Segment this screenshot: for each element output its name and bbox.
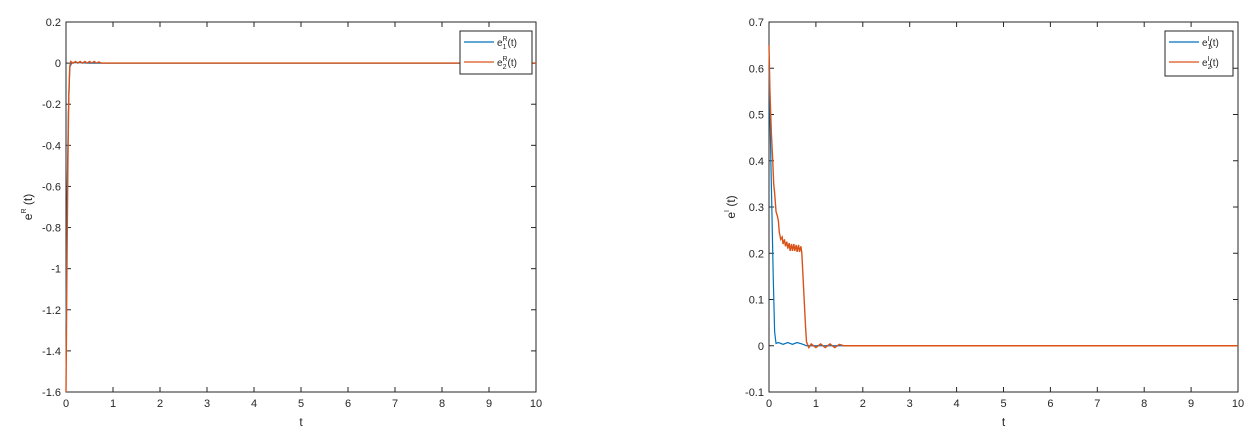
- x-tick-label: 3: [204, 398, 210, 410]
- legend-label-rest: (t): [1209, 58, 1218, 69]
- x-axis-label: t: [299, 415, 303, 429]
- y-axis-label-sup: I: [724, 210, 731, 212]
- legend-label-2: e2I(t): [1202, 56, 1219, 71]
- legend-box: [459, 30, 533, 75]
- x-tick-label: 2: [157, 398, 163, 410]
- x-tick-label: 8: [1141, 398, 1147, 410]
- legend-label-1: e1R(t): [497, 36, 517, 51]
- chart-right: 0 1 2 3 4 5 6 7 8 9 10-0.100.10.20.30.40.50.60.7te…: [724, 17, 1244, 429]
- x-tick-label: 1: [813, 398, 819, 410]
- legend-label-base: e: [497, 58, 503, 69]
- x-tick-label: 2: [860, 398, 866, 410]
- legend-label-sup: I: [1207, 56, 1209, 63]
- series-line-1: [768, 68, 1238, 347]
- y-tick-label: -1.4: [42, 346, 61, 358]
- y-tick-label: 0.2: [46, 17, 61, 29]
- legend-label-sup: I: [1207, 36, 1209, 43]
- y-tick-label: 0.7: [749, 17, 764, 29]
- legend-label-rest: (t): [1209, 38, 1218, 49]
- legend-label-1: e1I(t): [1202, 36, 1219, 51]
- legend-label-sub: 2: [1208, 64, 1212, 71]
- x-tick-label: 1: [110, 398, 116, 410]
- y-axis-label-base: e: [724, 212, 738, 219]
- series-line-2: [65, 60, 536, 393]
- y-axis-label-rest: (t): [724, 195, 738, 210]
- x-tick-label: 6: [1047, 398, 1053, 410]
- x-tick-label: 7: [392, 398, 398, 410]
- y-tick-label: -1.6: [42, 387, 61, 399]
- legend-label-base: e: [497, 38, 503, 49]
- x-tick-label: 10: [530, 398, 542, 410]
- y-tick-label: 0: [55, 58, 61, 70]
- y-tick-label: 0.2: [749, 248, 764, 260]
- y-tick-label: -1.2: [42, 305, 61, 317]
- legend-label-sup: R: [502, 36, 507, 43]
- y-tick-label: -1: [51, 264, 61, 276]
- plot-area: [768, 21, 1239, 393]
- x-tick-label: 0: [63, 398, 69, 410]
- x-tick-label: 8: [439, 398, 445, 410]
- y-tick-label: -0.8: [42, 223, 61, 235]
- x-tick-label: 6: [345, 398, 351, 410]
- x-axis-label: t: [1002, 415, 1006, 429]
- legend-label-base: e: [1202, 38, 1208, 49]
- y-axis-label-sup: R: [21, 208, 28, 213]
- y-tick-label: -0.1: [745, 387, 764, 399]
- y-axis-label-base: e: [21, 213, 35, 220]
- series-line-2: [768, 45, 1238, 350]
- y-axis-label-rest: (t): [21, 194, 35, 209]
- legend: e1I(t)e2I(t): [1164, 30, 1234, 77]
- legend-label-rest: (t): [508, 58, 517, 69]
- legend-label-2: e2R(t): [497, 56, 517, 71]
- series-line-1: [65, 61, 536, 331]
- x-tick-label: 4: [954, 398, 960, 410]
- x-tick-label: 5: [298, 398, 304, 410]
- y-tick-label: 0.4: [749, 156, 764, 168]
- y-tick-label: 0.1: [749, 295, 764, 307]
- x-tick-label: 0: [766, 398, 772, 410]
- y-tick-label: 0.3: [749, 202, 764, 214]
- y-tick-label: 0.5: [749, 110, 764, 122]
- x-tick-label: 9: [486, 398, 492, 410]
- legend-label-sub: 2: [503, 64, 507, 71]
- y-tick-label: -0.2: [42, 99, 61, 111]
- x-tick-label: 4: [251, 398, 257, 410]
- x-tick-label: 3: [907, 398, 913, 410]
- legend-label-sub: 1: [1208, 44, 1212, 51]
- y-tick-label: 0: [758, 341, 764, 353]
- legend-box: [1164, 30, 1234, 77]
- y-tick-label: 0.6: [749, 63, 764, 75]
- x-tick-label: 10: [1232, 398, 1244, 410]
- y-axis-label: eR (t): [21, 194, 35, 220]
- chart-left: 0 1 2 3 4 5 6 7 8 9 10-1.6-1.4-1.2-1-0.8-0.6-0.4-0…: [21, 17, 542, 429]
- legend-label-sup: R: [502, 56, 507, 63]
- x-tick-label: 7: [1094, 398, 1100, 410]
- y-tick-label: -0.4: [42, 140, 61, 152]
- y-tick-label: -0.6: [42, 181, 61, 193]
- plot-area: [65, 21, 537, 393]
- legend-label-sub: 1: [503, 44, 507, 51]
- legend-label-rest: (t): [508, 38, 517, 49]
- legend-label-base: e: [1202, 58, 1208, 69]
- x-tick-label: 5: [1000, 398, 1006, 410]
- legend: e1R(t)e2R(t): [459, 30, 533, 75]
- x-tick-label: 9: [1188, 398, 1194, 410]
- y-axis-label: eI (t): [724, 195, 738, 218]
